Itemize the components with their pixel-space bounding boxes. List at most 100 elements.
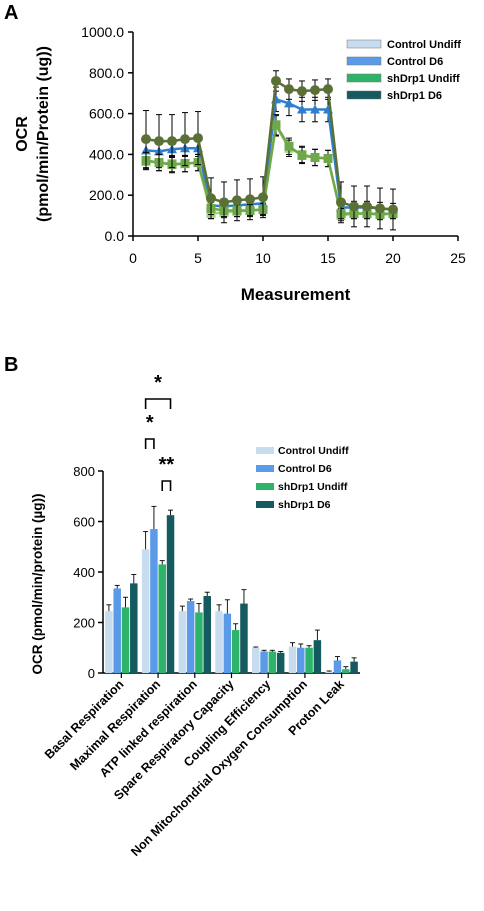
bar-shdrp1-undiff (195, 612, 203, 673)
x-tick-label: 25 (450, 250, 466, 266)
legend-label: Control Undiff (278, 445, 349, 457)
x-tick-label: 5 (194, 250, 202, 266)
bar-shdrp1-d6 (240, 603, 248, 673)
legend-label: Control D6 (387, 56, 443, 68)
legend-swatch (256, 501, 274, 508)
significance-label: * (154, 372, 162, 394)
x-axis-title: Measurement (241, 285, 351, 304)
legend-label: shDrp1 Undiff (278, 481, 348, 493)
data-point (219, 197, 229, 208)
data-point (310, 85, 320, 96)
y-tick-label: 600.0 (89, 106, 124, 122)
bar-shdrp1-d6 (130, 583, 138, 673)
data-point (193, 133, 203, 144)
y-tick-label: 1000.0 (81, 24, 124, 40)
data-point (388, 204, 398, 215)
data-point (271, 75, 281, 86)
series-control-d6 (141, 86, 398, 217)
bar-shdrp1-d6 (276, 652, 285, 673)
panel-a-letter: A (4, 2, 19, 24)
y-tick-label: 800 (73, 464, 95, 479)
bar-control-d6 (150, 529, 158, 673)
respiration-parameters-bar-chart: 0 200 400 600 800 OCR (pmol/min/protein (µg))… (30, 372, 360, 859)
data-point (284, 141, 294, 151)
bar-shdrp1-undiff (158, 564, 166, 673)
series-shdrp1-d6 (141, 70, 398, 231)
y-tick-label: 800.0 (89, 65, 124, 81)
bar-shdrp1-undiff (305, 647, 313, 673)
y-axis-title-line: OCR (14, 116, 31, 152)
legend-label: Control D6 (278, 463, 332, 475)
data-point (349, 201, 359, 212)
significance-label: ** (159, 454, 175, 476)
data-point (167, 136, 177, 147)
y-tick-label: 400.0 (89, 146, 124, 162)
data-point (271, 120, 281, 130)
data-point (245, 194, 255, 205)
significance-label: * (146, 412, 154, 434)
y-tick-label: 200.0 (89, 187, 124, 203)
bar-control-d6 (223, 613, 232, 673)
y-tick-label: 400 (73, 565, 95, 580)
legend-swatch (346, 90, 382, 100)
measurement-ocr-line-chart: 0.0 200.0 400.0 600.0 800.0 1000.0 0 5 10 15 20 25 M… (14, 24, 466, 304)
bar-control-undiff (325, 671, 333, 673)
bar-shdrp1-undiff (121, 607, 130, 673)
data-point (258, 192, 268, 203)
bar-control-d6 (260, 651, 268, 673)
data-point (141, 134, 151, 145)
bar-control-undiff (141, 549, 150, 673)
y-tick-label: 0 (88, 666, 95, 681)
bar-control-d6 (333, 660, 342, 673)
significance-bracket (144, 438, 155, 449)
bar-control-undiff (178, 611, 187, 673)
data-point (323, 153, 333, 163)
significance-bracket (144, 398, 172, 409)
legend-label: shDrp1 Undiff (387, 73, 460, 85)
bar-control-undiff (288, 646, 297, 673)
data-point (284, 98, 294, 108)
y-tick-label: 0.0 (105, 228, 125, 244)
y-tick-label: 600 (73, 515, 95, 530)
data-point (336, 197, 346, 208)
bar-shdrp1-undiff (231, 630, 240, 673)
legend-label: Control Undiff (387, 39, 461, 51)
data-point (362, 201, 372, 212)
data-point (323, 84, 333, 95)
data-point (154, 136, 164, 147)
legend-swatch (346, 73, 382, 83)
y-axis-title-line: (pmol/min/Protein (ug)) (35, 46, 52, 222)
y-axis-title: OCR (pmol/min/Protein (ug)) (14, 46, 52, 222)
bar-shdrp1-undiff (268, 651, 277, 673)
bar-shdrp1-d6 (313, 640, 322, 673)
x-tick-label: 0 (129, 250, 137, 266)
legend-swatch (256, 465, 274, 472)
data-point (206, 193, 216, 204)
data-point (375, 203, 385, 214)
x-tick-label: 15 (320, 250, 336, 266)
data-point (310, 152, 320, 162)
bar-shdrp1-d6 (203, 595, 211, 673)
x-tick-label: 10 (255, 250, 271, 266)
bar-shdrp1-d6 (350, 661, 358, 673)
series-line (145, 78, 394, 211)
x-tick-label: 20 (385, 250, 401, 266)
bar-control-d6 (113, 588, 121, 673)
legend-swatch (346, 39, 382, 49)
legend-swatch (256, 447, 274, 454)
series-line (145, 97, 394, 211)
bar-shdrp1-undiff (342, 669, 350, 673)
bar-control-undiff (105, 611, 113, 673)
bar-control-d6 (297, 647, 305, 673)
legend-swatch (256, 483, 274, 490)
data-point (310, 104, 320, 114)
data-point (232, 195, 242, 206)
bar-control-undiff (252, 647, 260, 673)
legend-label: shDrp1 D6 (387, 90, 442, 102)
data-point (180, 134, 190, 145)
bar-control-undiff (215, 611, 223, 673)
panel-b-letter: B (4, 354, 19, 376)
y-tick-label: 200 (73, 616, 95, 631)
data-point (297, 150, 307, 160)
significance-bracket (161, 480, 172, 491)
